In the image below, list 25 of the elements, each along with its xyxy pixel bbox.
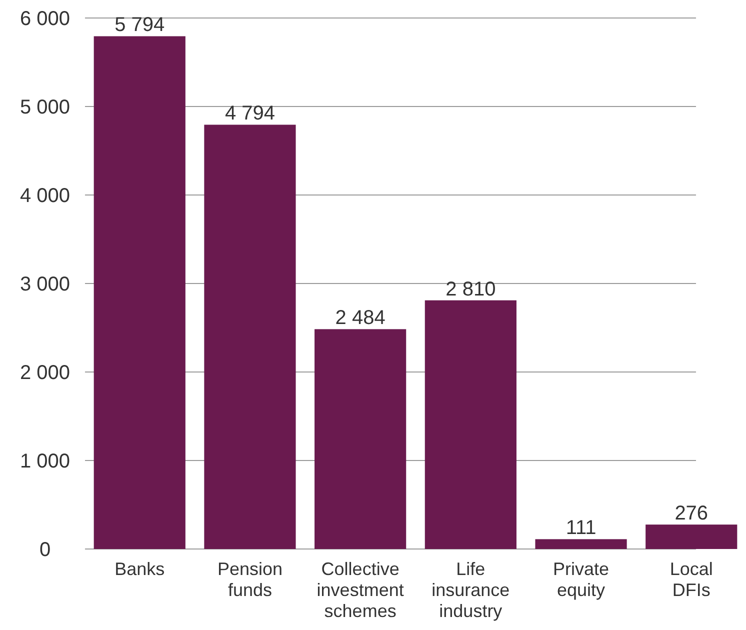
y-tick-label: 6 000 bbox=[20, 8, 70, 30]
bar bbox=[424, 300, 516, 549]
bar bbox=[535, 539, 627, 549]
y-tick-label: 3 000 bbox=[20, 274, 70, 296]
bar bbox=[94, 36, 186, 549]
data-label: 5 794 bbox=[114, 14, 165, 36]
data-label: 4 794 bbox=[224, 102, 276, 125]
x-tick-label: Local DFIs bbox=[670, 559, 713, 600]
x-tick-label: Life insurance industry bbox=[432, 559, 510, 621]
y-tick-label: 2 000 bbox=[20, 362, 70, 384]
data-label: 2 810 bbox=[446, 278, 496, 300]
y-tick-label: 1 000 bbox=[20, 450, 70, 472]
y-tick-label: 0 bbox=[39, 539, 51, 561]
data-label: 2 484 bbox=[335, 307, 386, 330]
bar bbox=[204, 124, 296, 549]
data-label: 111 bbox=[566, 517, 596, 540]
y-tick-label: 5 000 bbox=[20, 96, 70, 118]
x-tick-label: Pension funds bbox=[217, 559, 283, 600]
x-tick-label: Collective investment schemes bbox=[316, 559, 404, 621]
bar bbox=[314, 329, 406, 549]
y-tick-label: 4 000 bbox=[20, 185, 70, 207]
x-tick-label: Banks bbox=[114, 559, 165, 579]
data-label: 276 bbox=[674, 502, 708, 525]
x-tick-label: Private equity bbox=[553, 559, 610, 600]
bar bbox=[646, 524, 738, 549]
